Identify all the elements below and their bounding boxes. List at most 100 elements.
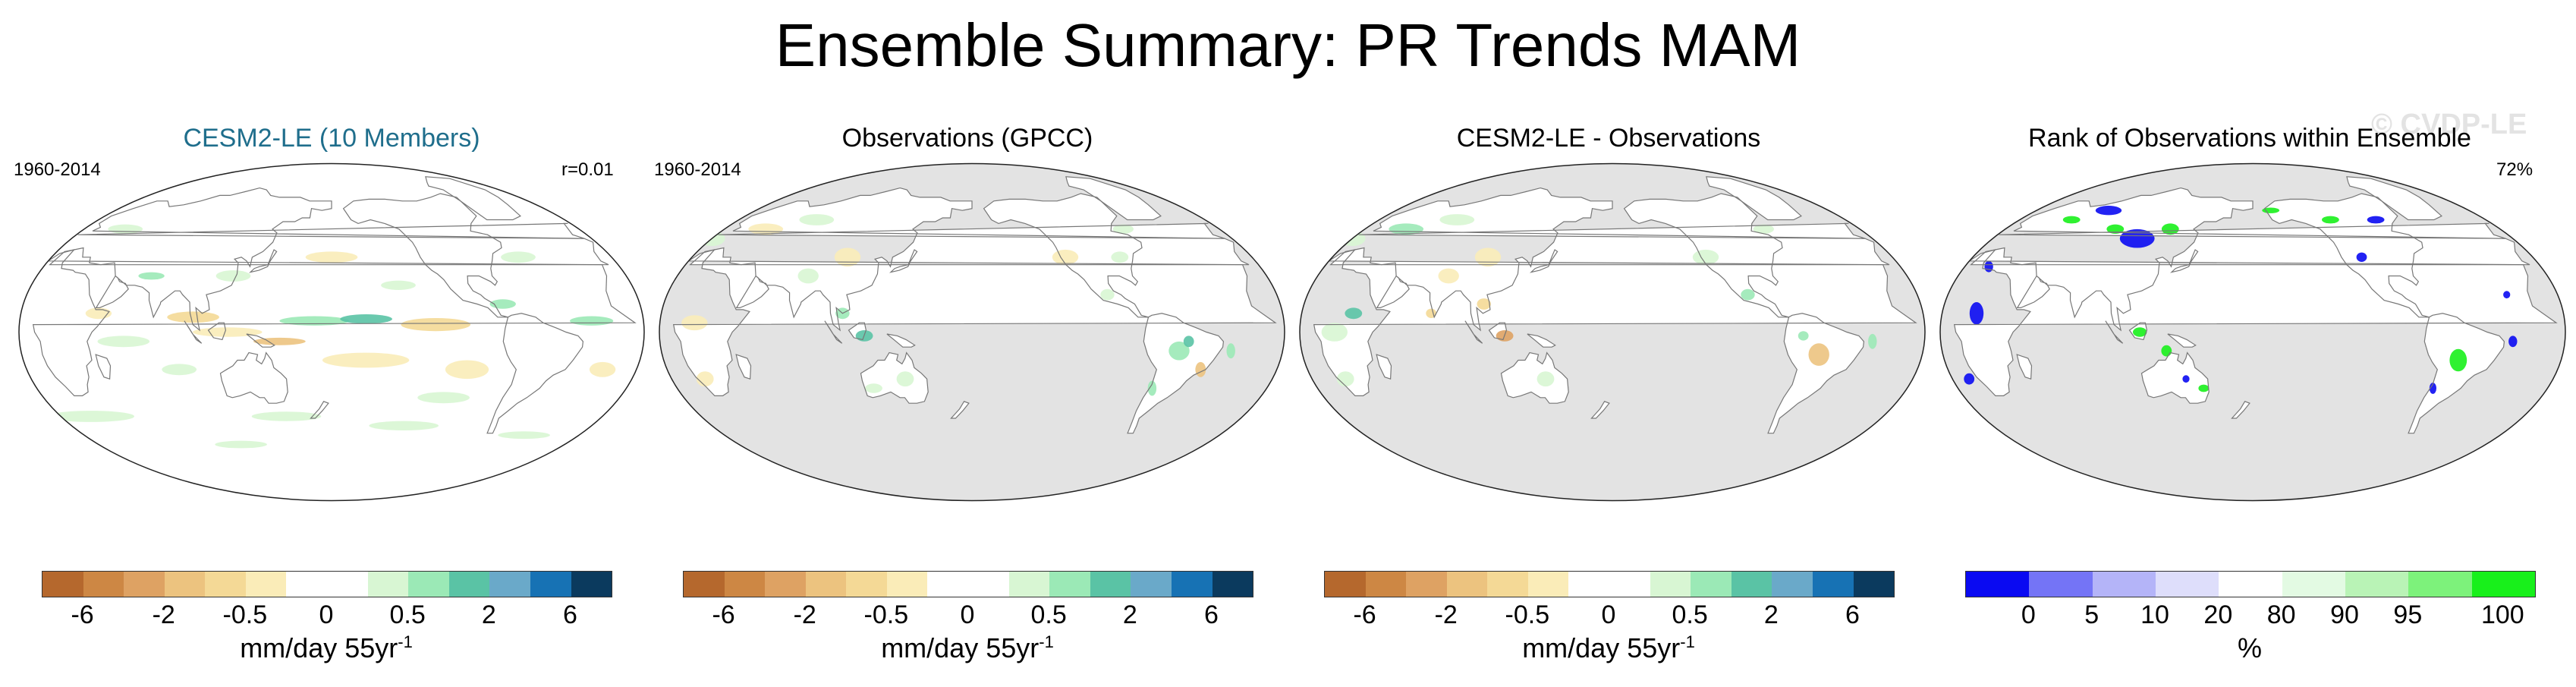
trend-field-patch (279, 316, 350, 326)
colorbar-swatch (1691, 572, 1731, 597)
trend-field-patch (108, 224, 143, 234)
trend-field-patch (799, 214, 835, 225)
tick-label: 0 (2021, 600, 2036, 629)
colorbar-swatch (1527, 572, 1569, 597)
trend-field-patch (570, 316, 614, 326)
colorbar-swatch (124, 572, 165, 597)
tick-label: 0.5 (1672, 600, 1708, 629)
trend-field-patch (1321, 323, 1348, 342)
trend-field-patch (401, 318, 470, 332)
colorbar-swatch (1609, 572, 1650, 597)
trend-field-patch (381, 280, 416, 290)
colorbar-swatch (846, 572, 887, 597)
colorbar-ticks-rank: 0 5 10 20 80 90 95 100 (1965, 600, 2534, 633)
tick-label: 0 (960, 600, 975, 629)
colorbar-swatch (2219, 572, 2282, 597)
tick-label: 100 (2480, 600, 2524, 629)
tick-label: 20 (2203, 600, 2233, 629)
land-mass (1969, 188, 2530, 330)
colorbar-swatch (164, 572, 206, 597)
colorbar-swatch (1365, 572, 1407, 597)
coastline (207, 322, 227, 341)
coastline (1358, 222, 1866, 239)
colorbar-swatch (367, 572, 409, 597)
map-observations (659, 162, 1285, 502)
trend-field-patch (167, 311, 219, 323)
trend-field-patch (1474, 247, 1502, 267)
colorbar-swatch (805, 572, 847, 597)
trend-field-patch (1741, 288, 1755, 301)
coastline (848, 322, 867, 341)
tick-label: 2 (1763, 600, 1779, 629)
land-mass (1706, 176, 1801, 220)
coastline (2140, 351, 2210, 404)
trend-field-patch (1112, 224, 1134, 234)
trend-field-patch (1477, 298, 1491, 310)
trend-field-patch (1969, 302, 1984, 325)
trend-field-patch (1183, 336, 1194, 348)
trend-field-patch (2429, 383, 2436, 394)
tick-label: 0 (1601, 600, 1616, 629)
land-mass (736, 355, 751, 380)
trend-field-patch (501, 251, 536, 263)
trend-field-patch (489, 299, 516, 309)
colorbar-swatch (1090, 572, 1131, 597)
colorbar-swatch (1487, 572, 1528, 597)
panel-title-observations: Observations (GPCC) (841, 124, 1093, 153)
trend-field-patch (2503, 291, 2511, 299)
trend-field-patch (417, 392, 470, 404)
coastline (1488, 322, 1508, 341)
trend-field-patch (1226, 343, 1235, 359)
trend-field-patch (253, 337, 306, 345)
land-mass (1768, 313, 1864, 433)
map-border (659, 162, 1285, 502)
coastline (886, 333, 916, 348)
colorbar-swatch (1812, 572, 1854, 597)
tick-label: -6 (712, 600, 735, 629)
land-mass (1358, 223, 1866, 239)
tick-label: 0 (319, 600, 334, 629)
trend-field-patch (1439, 214, 1475, 225)
tick-label: 0.5 (1030, 600, 1067, 629)
trend-field-patch (1147, 380, 1157, 396)
trend-field-patch (369, 421, 439, 430)
colorbar-model (42, 571, 612, 597)
coastline (687, 187, 1250, 332)
coastline (950, 401, 970, 419)
colorbar-swatch (530, 572, 571, 597)
trend-field-patch (1336, 371, 1354, 387)
colorbar-units-rank: % (2237, 632, 2262, 663)
coastline (1527, 333, 1556, 348)
colorbar-swatch (205, 572, 246, 597)
colorbar-swatch (1731, 572, 1772, 597)
colorbar-swatch (1212, 572, 1253, 597)
trend-field-patch (251, 411, 322, 421)
land-mass (1376, 355, 1392, 380)
period-label-observations: 1960-2014 (654, 159, 741, 180)
land-mass (96, 355, 111, 380)
panel-title-difference: CESM2-LE - Observations (1456, 124, 1761, 153)
colorbar-swatch (968, 572, 1009, 597)
colorbar-rank (1965, 571, 2536, 597)
tick-label: -2 (793, 600, 816, 629)
coastline (1967, 187, 2530, 332)
trend-field-patch (1753, 224, 1774, 234)
tick-label: 0.5 (389, 600, 426, 629)
tick-label: -6 (71, 600, 94, 629)
colorbar-swatch (1446, 572, 1488, 597)
tick-label: 2 (1122, 600, 1137, 629)
trend-field-patch (1111, 251, 1129, 263)
tick-label: 5 (2084, 600, 2099, 629)
coastline (2128, 322, 2148, 341)
land-mass (2141, 352, 2210, 404)
coastline (1953, 249, 2558, 396)
coastline (1500, 351, 1569, 404)
coastline (2408, 313, 2505, 434)
coastline (310, 401, 329, 419)
coastline (1464, 320, 1483, 344)
trend-field-patch (192, 327, 263, 337)
tick-label: -2 (1434, 600, 1458, 629)
colorbar-swatch (83, 572, 124, 597)
land-mass (1065, 176, 1161, 220)
map-model (18, 162, 645, 502)
